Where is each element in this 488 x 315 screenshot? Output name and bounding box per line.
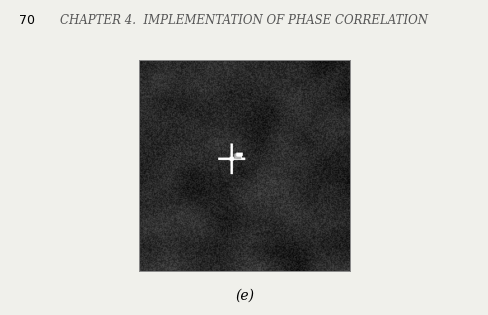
- Text: 70: 70: [19, 14, 35, 27]
- Text: CHAPTER 4.  IMPLEMENTATION OF PHASE CORRELATION: CHAPTER 4. IMPLEMENTATION OF PHASE CORRE…: [61, 14, 427, 27]
- Text: (e): (e): [235, 288, 253, 302]
